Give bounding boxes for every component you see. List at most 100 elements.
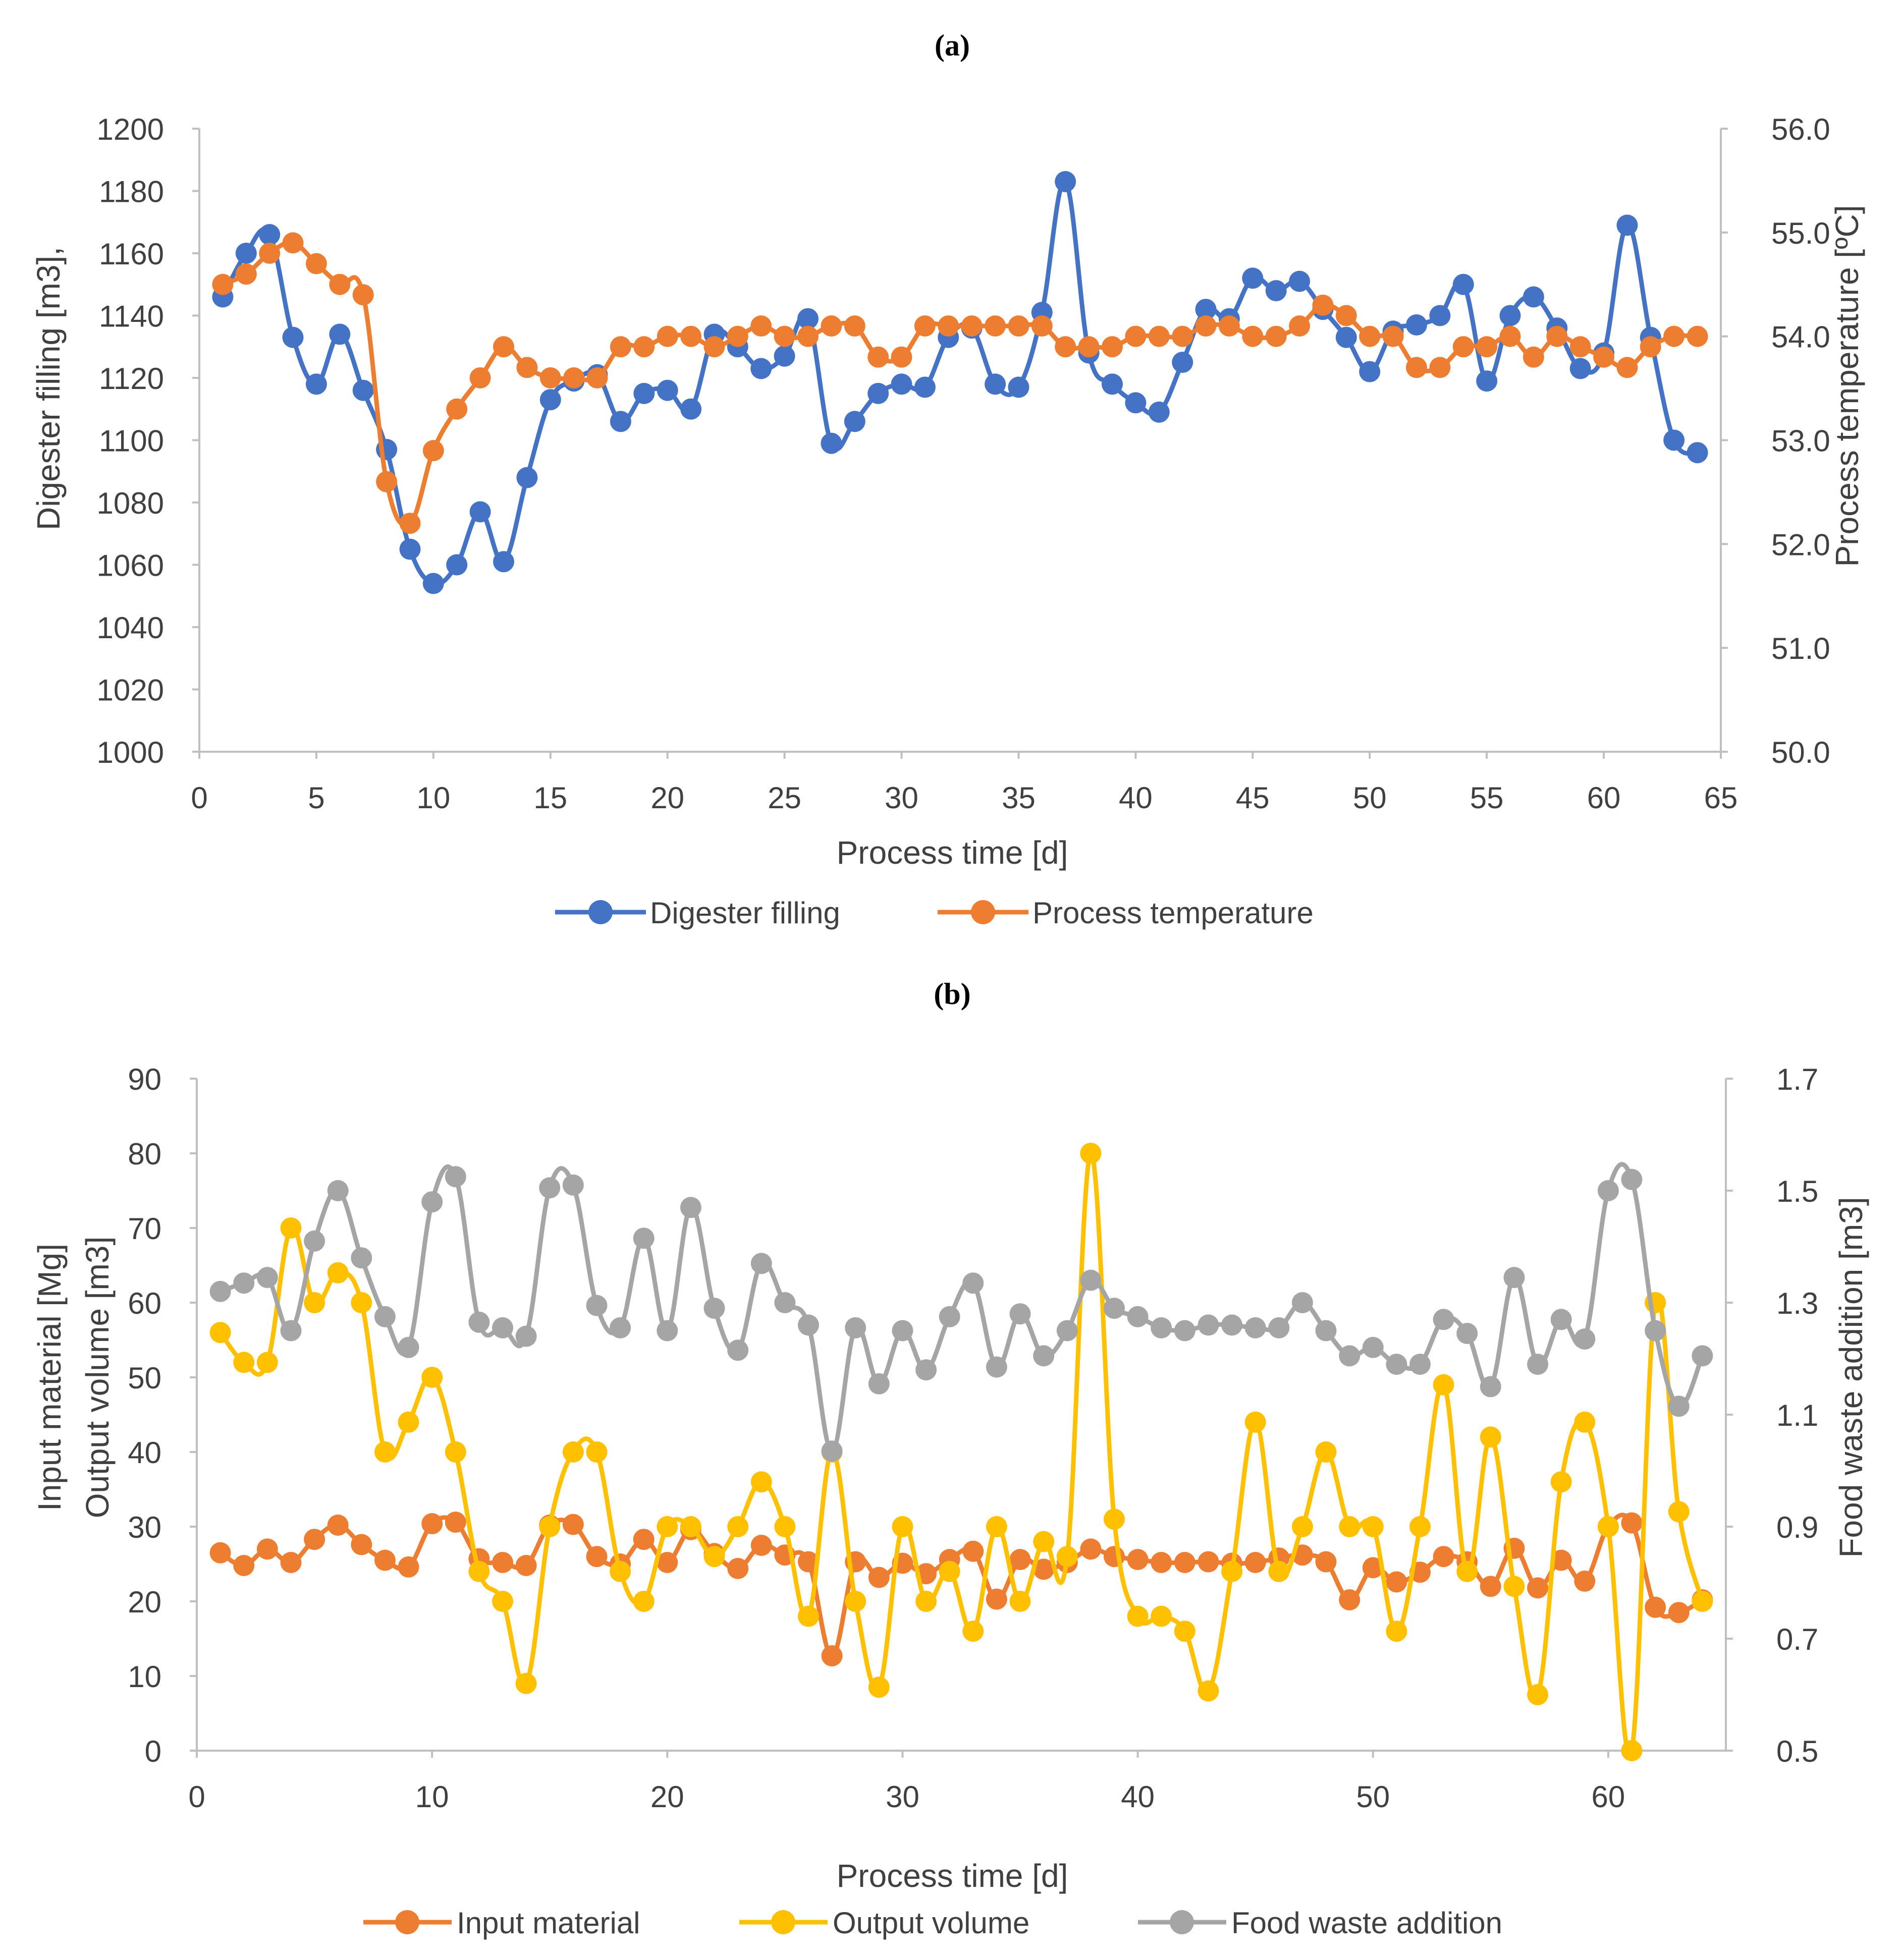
a-y2-tick-label: 55.0: [1771, 216, 1830, 250]
b-point-input-material: [1151, 1552, 1172, 1573]
legend-label-input-material: Input material: [457, 1906, 640, 1940]
b-point-food-waste-addition: [1362, 1336, 1384, 1358]
a-point-process-temperature: [1406, 357, 1427, 378]
a-point-process-temperature: [1218, 315, 1240, 337]
b-x-tick-label: 0: [188, 1780, 205, 1814]
b-point-input-material: [1339, 1589, 1361, 1610]
a-y-tick-label: 1100: [99, 424, 164, 458]
b-point-input-material: [280, 1552, 302, 1573]
b-series-food-waste-addition: [209, 1162, 1713, 1462]
a-point-process-temperature: [422, 440, 444, 462]
b-point-output-volume: [1409, 1516, 1431, 1537]
b-point-food-waste-addition: [421, 1191, 443, 1213]
b-y-tick-label: 90: [128, 1063, 161, 1096]
b-point-output-volume: [750, 1471, 772, 1493]
b-point-food-waste-addition: [1291, 1292, 1313, 1313]
b-point-output-volume: [351, 1292, 372, 1313]
b-point-food-waste-addition: [1315, 1320, 1337, 1342]
b-line-food-waste-addition: [220, 1162, 1705, 1454]
a-point-process-temperature: [1148, 325, 1170, 347]
b-point-input-material: [1315, 1551, 1337, 1573]
b-point-food-waste-addition: [1433, 1309, 1454, 1330]
panel-b-series: [209, 1143, 1713, 1761]
a-point-digester-filling: [235, 243, 257, 264]
a-point-process-temperature: [305, 253, 327, 274]
b-point-food-waste-addition: [610, 1317, 631, 1338]
a-point-digester-filling: [1359, 361, 1381, 382]
b-point-input-material: [1009, 1549, 1031, 1571]
a-y2-tick-label: 53.0: [1771, 424, 1830, 458]
b-point-input-material: [633, 1529, 655, 1550]
b-y-tick-label: 80: [128, 1137, 161, 1171]
a-point-process-temperature: [399, 513, 421, 534]
legend-marker-output-volume: [771, 1910, 795, 1934]
b-point-food-waste-addition: [1174, 1320, 1195, 1342]
b-point-food-waste-addition: [1527, 1354, 1549, 1375]
a-line-digester-filling: [221, 179, 1699, 587]
b-y2-tick-label: 1.1: [1776, 1399, 1818, 1432]
a-point-digester-filling: [1335, 326, 1357, 348]
a-point-digester-filling: [1687, 442, 1708, 464]
b-point-input-material: [421, 1513, 443, 1535]
b-point-food-waste-addition: [680, 1197, 701, 1218]
a-point-process-temperature: [610, 336, 631, 358]
b-point-output-volume: [1009, 1591, 1031, 1612]
b-point-output-volume: [327, 1262, 349, 1283]
a-x-tick-label: 5: [308, 781, 324, 815]
b-point-food-waste-addition: [256, 1267, 278, 1289]
a-point-process-temperature: [1616, 357, 1638, 378]
b-point-output-volume: [1174, 1620, 1195, 1642]
b-point-output-volume: [445, 1441, 466, 1463]
a-point-digester-filling: [1616, 214, 1638, 236]
b-x-tick-label: 40: [1121, 1780, 1155, 1814]
a-point-digester-filling: [680, 398, 702, 420]
a-x-tick-label: 0: [191, 781, 207, 815]
b-point-food-waste-addition: [562, 1174, 584, 1196]
b-point-food-waste-addition: [351, 1247, 372, 1269]
b-point-output-volume: [515, 1672, 537, 1694]
b-point-output-volume: [1621, 1740, 1643, 1761]
a-point-process-temperature: [1522, 346, 1544, 368]
b-point-food-waste-addition: [468, 1311, 490, 1333]
a-point-process-temperature: [586, 367, 608, 388]
b-x-tick-label: 10: [415, 1780, 449, 1814]
a-point-digester-filling: [891, 373, 912, 395]
a-y2-tick-label: 56.0: [1771, 113, 1830, 146]
b-point-output-volume: [1692, 1591, 1713, 1612]
b-point-input-material: [1480, 1576, 1501, 1597]
a-point-process-temperature: [914, 315, 936, 337]
panel-b-axes: [196, 1079, 1727, 1752]
b-point-output-volume: [798, 1605, 819, 1627]
a-x-tick-label: 10: [416, 781, 450, 815]
b-point-input-material: [256, 1538, 278, 1560]
b-point-input-material: [1433, 1546, 1454, 1568]
b-y2-tick-label: 1.3: [1776, 1287, 1818, 1320]
b-point-input-material: [492, 1552, 513, 1573]
a-y-tick-label: 1180: [99, 175, 164, 209]
a-point-digester-filling: [774, 345, 795, 367]
b-point-output-volume: [539, 1516, 561, 1537]
a-y-tick-label: 1200: [97, 113, 164, 146]
a-x-tick-label: 55: [1470, 781, 1504, 815]
a-point-digester-filling: [1406, 314, 1427, 336]
a-point-digester-filling: [1195, 299, 1217, 320]
a-point-digester-filling: [797, 308, 819, 329]
a-point-process-temperature: [891, 346, 912, 368]
legend-label-output-volume: Output volume: [833, 1906, 1029, 1940]
b-point-output-volume: [657, 1516, 678, 1537]
a-point-digester-filling: [821, 432, 842, 454]
b-series-output-volume: [209, 1143, 1713, 1761]
b-point-input-material: [586, 1546, 608, 1568]
b-point-input-material: [821, 1645, 843, 1666]
b-point-food-waste-addition: [1409, 1354, 1431, 1375]
b-point-output-volume: [1574, 1411, 1596, 1433]
a-point-process-temperature: [797, 325, 819, 347]
a-point-digester-filling: [1242, 267, 1264, 289]
a-point-process-temperature: [563, 367, 585, 388]
b-point-input-material: [727, 1557, 749, 1579]
b-point-input-material: [1080, 1538, 1102, 1560]
a-point-process-temperature: [1546, 325, 1568, 347]
b-point-food-waste-addition: [1198, 1314, 1219, 1336]
b-point-food-waste-addition: [1244, 1317, 1266, 1338]
a-point-process-temperature: [938, 315, 959, 337]
